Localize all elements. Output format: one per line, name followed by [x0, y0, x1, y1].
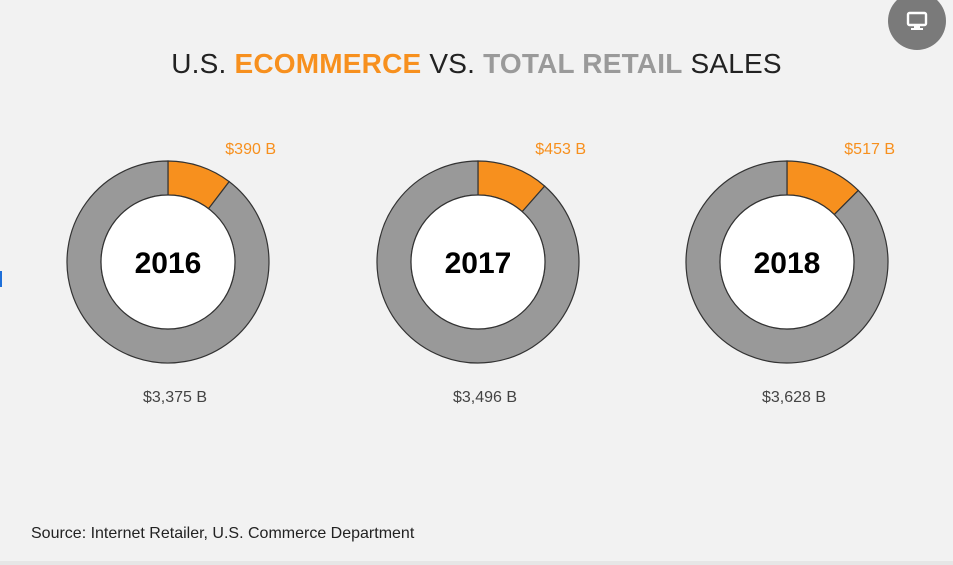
monitor-icon	[906, 11, 928, 30]
donut-2017-hole	[410, 194, 546, 330]
donut-2018-hole	[719, 194, 855, 330]
donut-2018-total-label: $3,628 B	[762, 389, 826, 406]
title-ecommerce: ECOMMERCE	[234, 48, 422, 79]
donut-2017-total-label: $3,496 B	[453, 389, 517, 406]
focus-indicator	[0, 271, 2, 287]
donut-2017-ecommerce-label: $453 B	[535, 141, 586, 158]
bottom-divider	[0, 561, 953, 565]
donut-2016-ecommerce-label: $390 B	[225, 141, 276, 158]
donut-2018-ecommerce-label: $517 B	[844, 141, 895, 158]
donut-2016-hole	[100, 194, 236, 330]
title-mid: VS.	[421, 48, 484, 79]
title-total-retail: TOTAL RETAIL	[483, 48, 683, 79]
donut-2016-year-label: 2016	[135, 247, 202, 280]
title-prefix: U.S.	[171, 48, 235, 79]
display-mode-button[interactable]	[888, 0, 946, 50]
title-suffix: SALES	[682, 48, 782, 79]
donut-2017-year-label: 2017	[445, 247, 512, 280]
chart-title: U.S. ECOMMERCE VS. TOTAL RETAIL SALES	[0, 48, 953, 80]
source-note: Source: Internet Retailer, U.S. Commerce…	[31, 525, 415, 542]
donut-2016-total-label: $3,375 B	[143, 389, 207, 406]
donut-2018-year-label: 2018	[754, 247, 821, 280]
